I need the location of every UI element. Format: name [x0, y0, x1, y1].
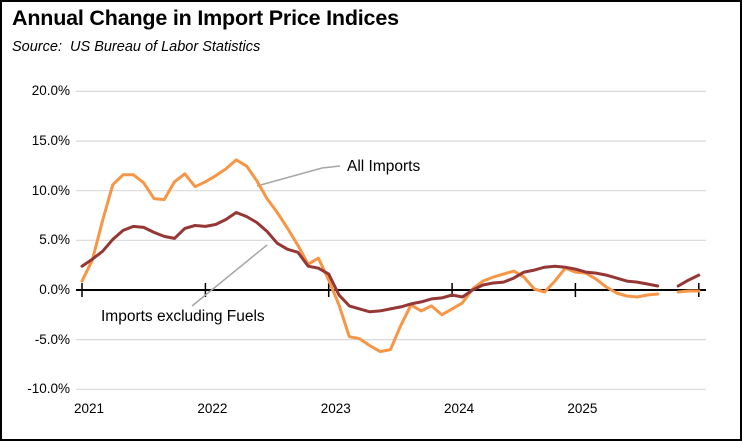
- leader-line-all-imports: [256, 165, 341, 187]
- y-axis-tick-label: 0.0%: [39, 282, 70, 297]
- y-axis-tick-label: -10.0%: [27, 381, 70, 397]
- y-axis-tick-label: 15.0%: [31, 133, 70, 149]
- y-axis-tick-label: 10.0%: [31, 182, 70, 198]
- series-line-all-imports: [80, 158, 660, 354]
- x-axis-tick-label: 2025: [567, 401, 598, 416]
- y-axis-tick-label: -5.0%: [34, 331, 70, 347]
- leader-line-imports-excluding-fuels: [191, 244, 268, 307]
- series-label-imports-excluding-fuels: Imports excluding Fuels: [101, 308, 265, 325]
- chart-source: Source: US Bureau of Labor Statistics: [12, 39, 261, 55]
- x-axis-tick-label: 2024: [444, 401, 475, 416]
- x-axis-tick-label: 2022: [197, 401, 228, 416]
- x-axis-tick-label: 2023: [320, 401, 351, 416]
- series-label-all-imports: All Imports: [347, 158, 421, 175]
- series-line-all-imports: [676, 289, 701, 294]
- y-axis-tick-label: 5.0%: [39, 232, 70, 248]
- chart-title: Annual Change in Import Price Indices: [12, 6, 399, 30]
- x-axis-tick-label: 2021: [73, 401, 105, 416]
- series-line-imports-excluding-fuels: [676, 273, 701, 288]
- series-line-imports-excluding-fuels: [80, 211, 660, 314]
- y-axis-tick-label: 20.0%: [31, 83, 70, 99]
